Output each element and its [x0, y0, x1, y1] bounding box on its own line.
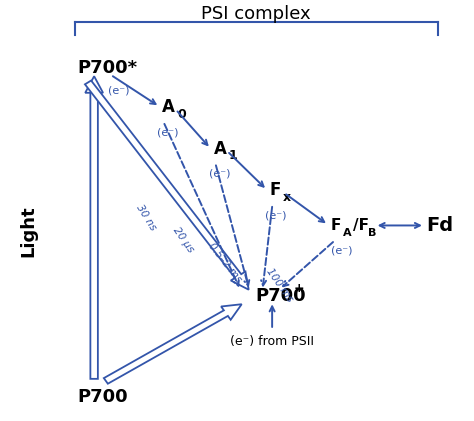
Text: 20 μs: 20 μs	[171, 225, 195, 255]
Polygon shape	[85, 80, 249, 290]
Text: A: A	[343, 227, 352, 237]
Text: x: x	[283, 191, 291, 204]
Text: P700: P700	[256, 287, 306, 305]
Text: 30 ns: 30 ns	[134, 203, 157, 232]
Text: (e⁻) from PSII: (e⁻) from PSII	[230, 335, 314, 348]
Text: PSI complex: PSI complex	[201, 5, 310, 23]
Polygon shape	[104, 304, 242, 384]
Text: F: F	[270, 181, 281, 199]
Polygon shape	[85, 76, 103, 379]
Text: B: B	[368, 227, 376, 237]
Text: P700*: P700*	[78, 59, 138, 77]
Text: /F: /F	[353, 218, 369, 233]
Text: (e⁻): (e⁻)	[265, 210, 287, 220]
Text: F: F	[331, 218, 341, 233]
Text: 1: 1	[228, 149, 237, 163]
Text: (e⁻): (e⁻)	[157, 127, 179, 137]
Text: Fd: Fd	[427, 216, 454, 235]
Text: (e⁻): (e⁻)	[331, 245, 352, 255]
Text: A: A	[162, 99, 175, 116]
Text: 0: 0	[177, 108, 186, 121]
Text: (e⁻): (e⁻)	[209, 169, 230, 179]
Text: +: +	[293, 282, 304, 296]
Text: 100 ms: 100 ms	[264, 267, 294, 304]
Text: (e⁻): (e⁻)	[108, 86, 130, 96]
Text: 0.5–2 ms: 0.5–2 ms	[207, 241, 244, 285]
Text: A: A	[214, 140, 227, 158]
Text: P700: P700	[78, 389, 128, 407]
Text: Light: Light	[19, 206, 37, 258]
